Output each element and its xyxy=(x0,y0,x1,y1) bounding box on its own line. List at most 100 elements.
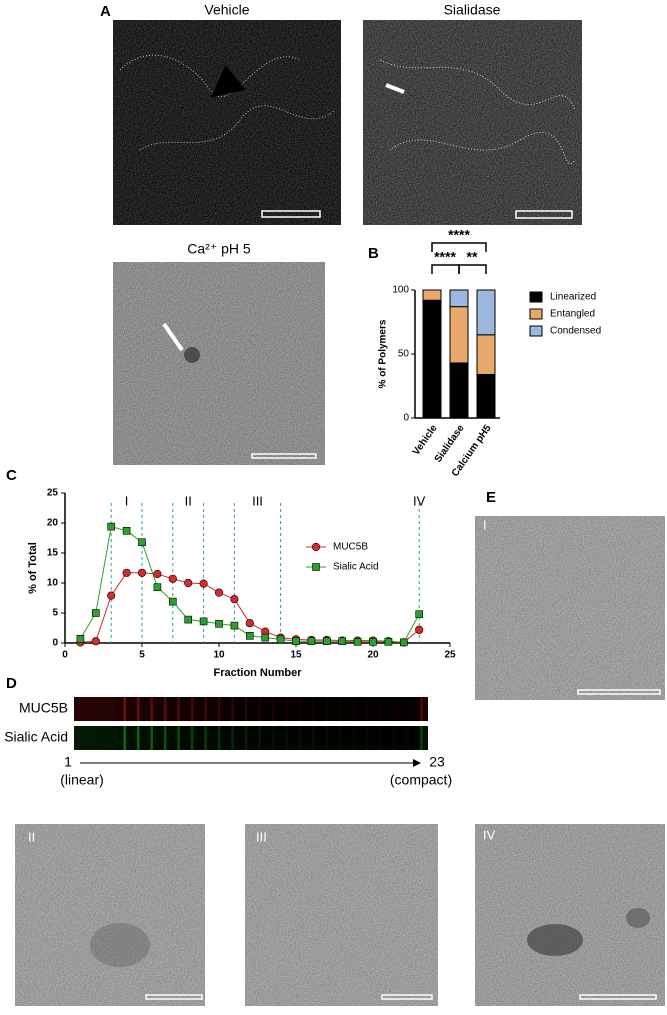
bar-segment xyxy=(476,334,496,375)
data-point xyxy=(169,597,177,606)
panel-label: C xyxy=(6,467,17,484)
image-label: III xyxy=(256,829,267,844)
y-tick-label: 0 xyxy=(52,638,58,649)
micrograph xyxy=(245,824,438,1006)
data-point xyxy=(184,615,192,624)
legend-marker xyxy=(312,563,320,571)
image-label: II xyxy=(28,829,35,844)
data-point xyxy=(230,595,239,604)
series-line xyxy=(80,572,420,643)
y-tick-label: 10 xyxy=(47,578,59,589)
region-label: III xyxy=(252,493,263,508)
data-point xyxy=(214,588,224,597)
data-point xyxy=(199,617,208,626)
legend-label: Sialic Acid xyxy=(333,562,379,573)
micrograph xyxy=(113,262,325,465)
data-point xyxy=(92,609,100,617)
data-point xyxy=(353,637,362,646)
data-point xyxy=(107,591,116,600)
micrograph xyxy=(113,20,341,225)
panel-label: B xyxy=(368,245,379,262)
lane-label: Sialic Acid xyxy=(4,729,68,745)
legend-label: Linearized xyxy=(550,292,596,303)
data-point xyxy=(338,637,347,646)
data-point xyxy=(230,621,239,630)
image-title: Vehicle xyxy=(204,2,249,18)
y-axis-label: % of Total xyxy=(27,542,39,594)
data-point xyxy=(245,619,254,628)
significance xyxy=(431,242,487,274)
micrograph xyxy=(475,516,665,700)
bar-segment xyxy=(422,299,442,419)
range-end: 23 xyxy=(429,754,445,770)
data-point xyxy=(184,578,193,588)
bar-segment xyxy=(449,289,469,308)
legend-label: Condensed xyxy=(550,326,601,337)
data-point xyxy=(307,637,316,646)
y-tick-label: 5 xyxy=(52,608,58,619)
x-tick-label: 25 xyxy=(444,650,456,661)
lane-label: MUC5B xyxy=(19,700,68,716)
x-tick-label: Vehicle xyxy=(411,423,440,458)
significance-label: ** xyxy=(467,249,478,265)
data-point xyxy=(91,637,100,646)
bar-segment xyxy=(476,373,496,419)
legend-swatch xyxy=(529,325,543,337)
y-tick-label: 25 xyxy=(47,488,59,499)
data-point xyxy=(137,568,147,577)
bar-segment xyxy=(449,362,469,419)
gel-strip xyxy=(74,697,428,721)
data-point xyxy=(215,619,223,628)
y-tick-label: 0 xyxy=(403,413,409,424)
significance-label: **** xyxy=(434,249,456,265)
data-point xyxy=(107,522,115,531)
range-start-note: (linear) xyxy=(60,772,104,788)
bar-segment xyxy=(476,289,496,336)
data-point xyxy=(399,638,408,647)
data-point xyxy=(153,569,162,579)
data-point xyxy=(138,538,146,547)
data-point xyxy=(369,637,377,646)
x-tick-label: 0 xyxy=(62,650,68,661)
micrograph xyxy=(15,824,205,1006)
data-point xyxy=(384,637,393,646)
x-tick-label: 20 xyxy=(367,650,379,661)
region-label: IV xyxy=(413,493,426,508)
legend-marker xyxy=(311,542,321,552)
bar-segment xyxy=(422,289,442,301)
data-point xyxy=(153,583,162,592)
y-tick-label: 50 xyxy=(398,349,410,360)
y-tick-label: 15 xyxy=(47,548,59,559)
gel-strip xyxy=(74,726,428,750)
data-point xyxy=(122,568,131,577)
panel-label: D xyxy=(6,675,17,692)
x-tick-label: 15 xyxy=(290,650,302,661)
x-tick-label: 10 xyxy=(213,650,225,661)
legend-label: MUC5B xyxy=(333,542,368,553)
data-point xyxy=(76,634,85,643)
y-tick-label: 20 xyxy=(47,518,59,529)
data-point xyxy=(322,637,331,646)
region-label: II xyxy=(185,493,192,508)
range-start: 1 xyxy=(64,754,72,770)
data-point xyxy=(168,574,177,583)
region-label: I xyxy=(125,493,129,508)
image-title: Ca²⁺ pH 5 xyxy=(187,241,251,257)
micrograph xyxy=(363,20,582,225)
y-axis-label: % of Polymers xyxy=(378,319,389,388)
legend-swatch xyxy=(529,308,543,320)
data-point xyxy=(276,635,285,644)
image-label: IV xyxy=(483,827,496,842)
panel-label: A xyxy=(100,3,111,20)
data-point xyxy=(415,625,424,634)
image-label: I xyxy=(483,517,487,532)
data-point xyxy=(199,579,208,588)
x-axis-label: Fraction Number xyxy=(213,667,302,679)
significance-label: **** xyxy=(448,227,470,243)
data-point xyxy=(246,631,254,640)
legend-swatch xyxy=(529,291,543,303)
bar-segment xyxy=(449,306,469,364)
data-point xyxy=(415,610,424,619)
